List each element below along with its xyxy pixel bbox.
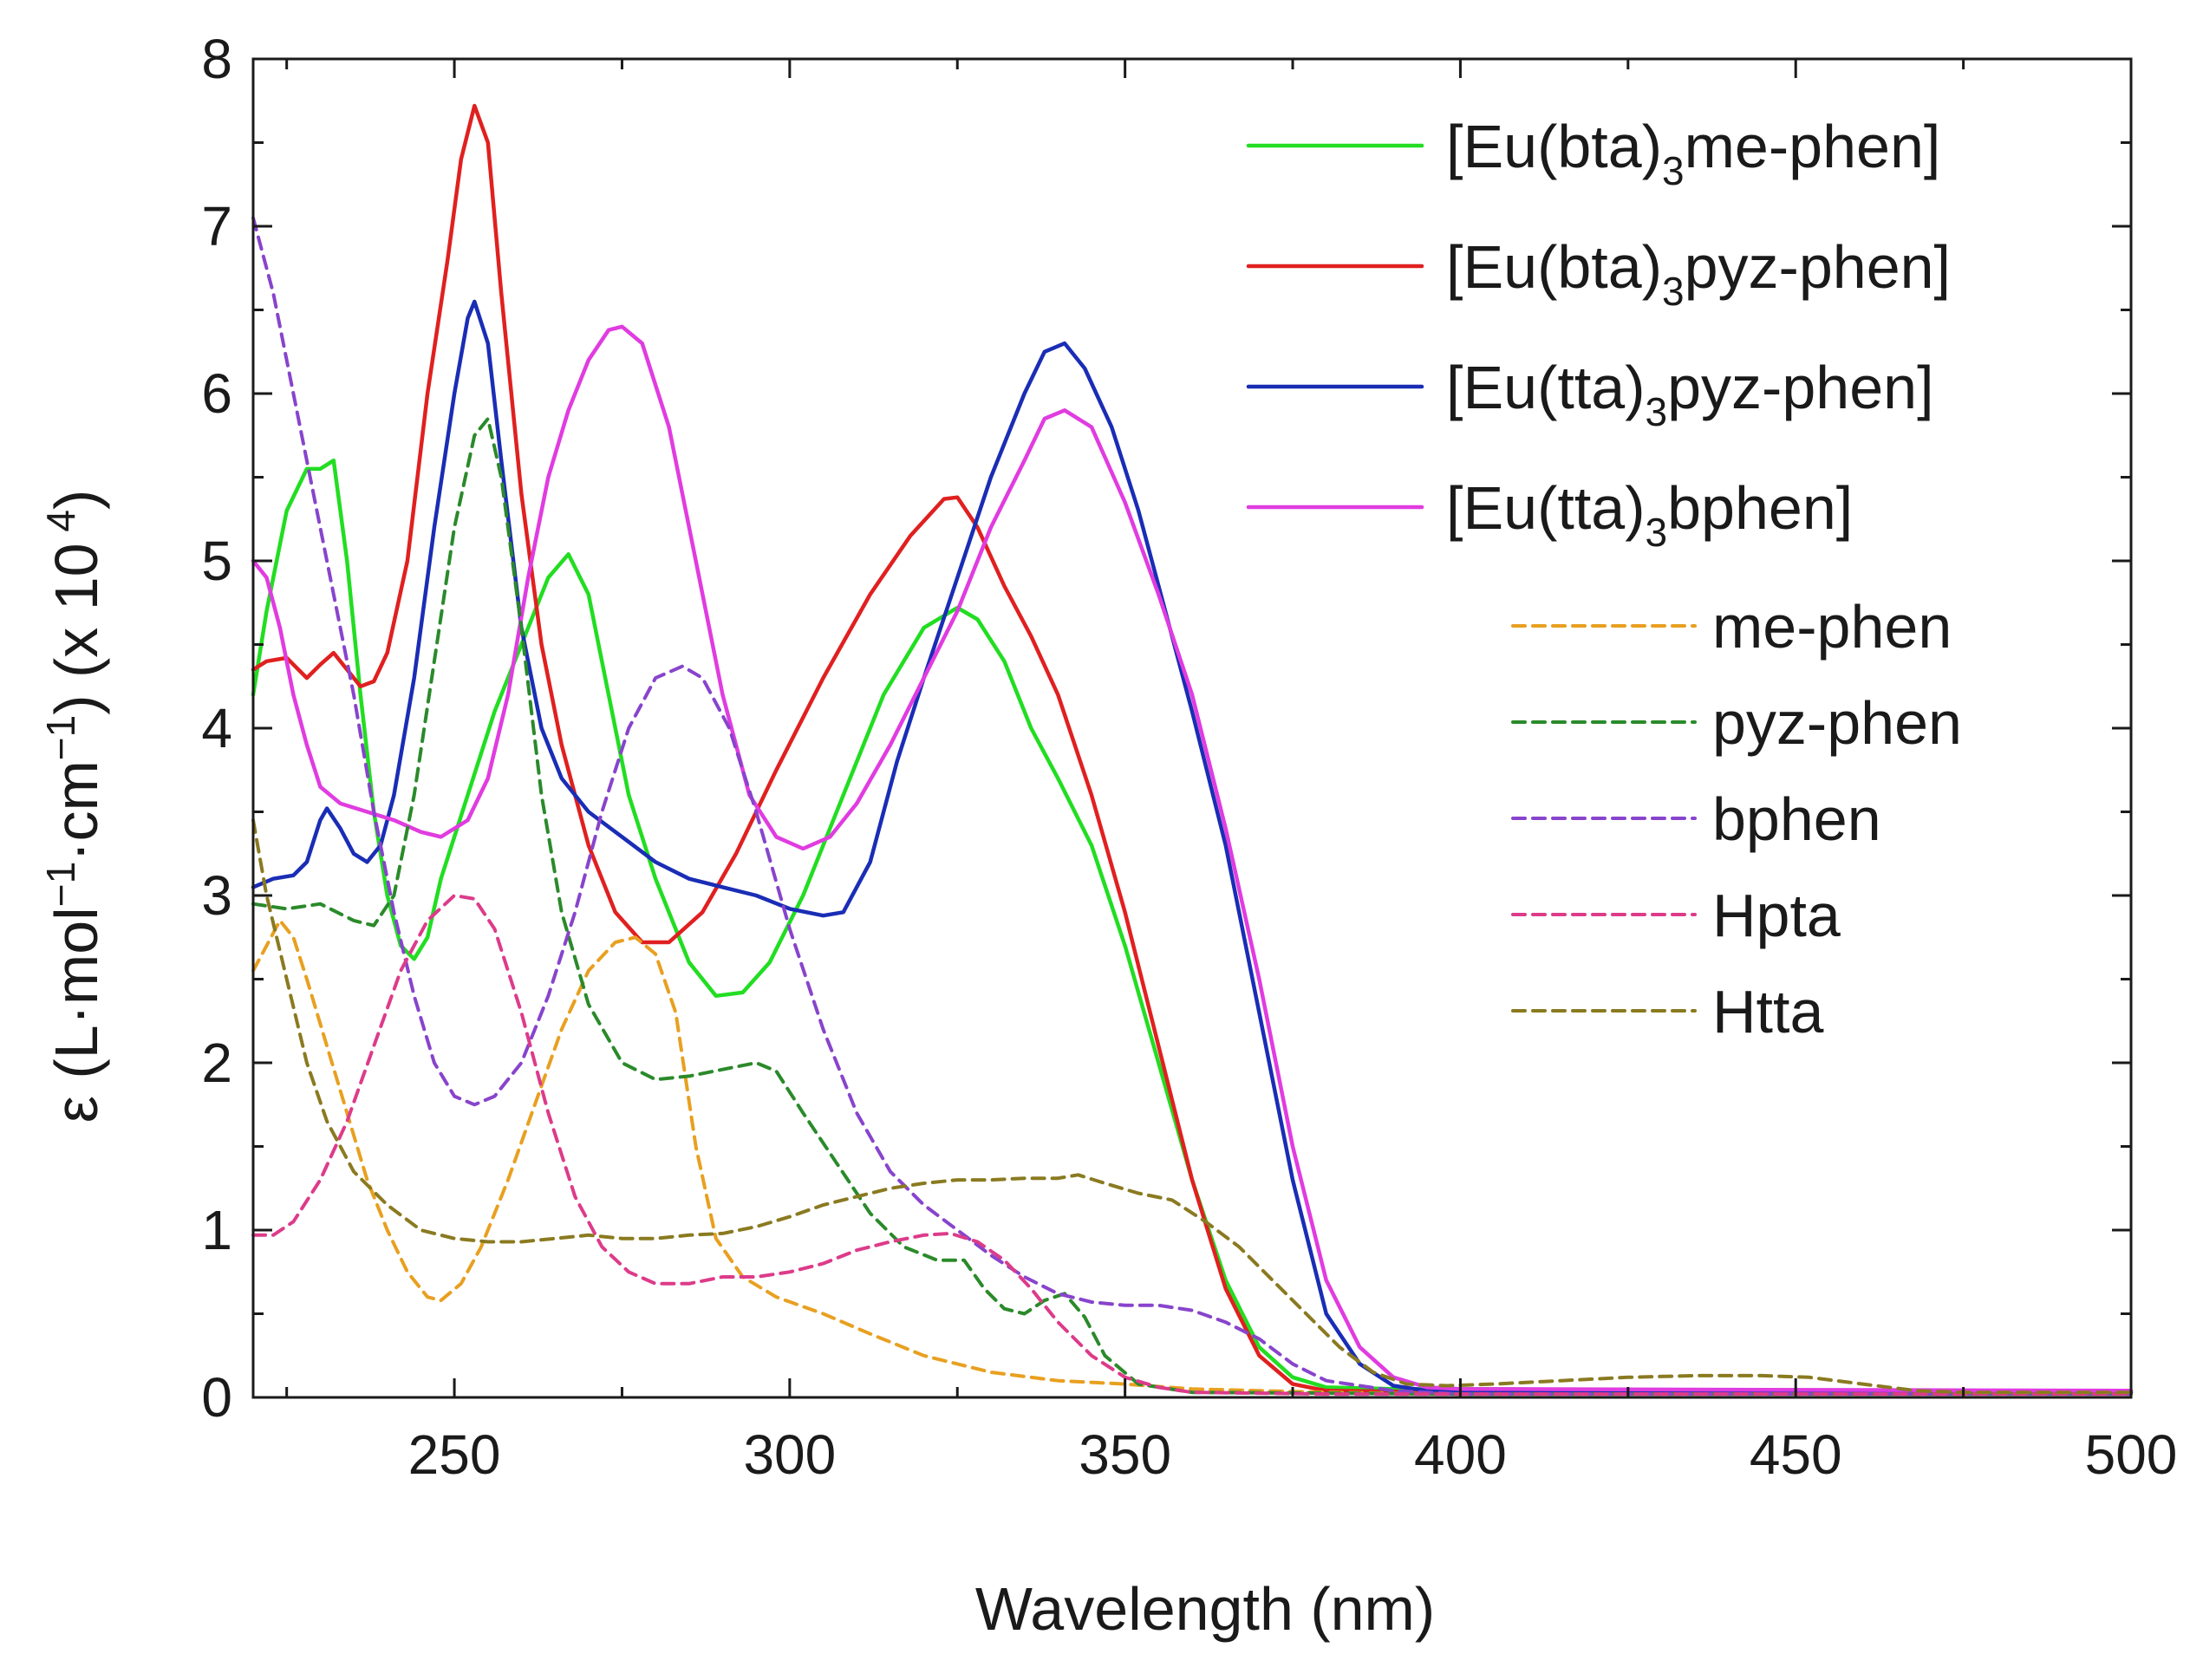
y-tick-label: 4 bbox=[201, 697, 232, 759]
x-tick-label: 400 bbox=[1414, 1423, 1507, 1486]
series-line-3 bbox=[251, 299, 2134, 1395]
x-tick-label: 450 bbox=[1750, 1423, 1842, 1486]
legend-label-2: [Eu(bta)3pyz-phen] bbox=[1446, 233, 1951, 314]
legend-label-5: me-phen bbox=[1712, 593, 1952, 661]
y-tick-label: 3 bbox=[201, 864, 232, 927]
y-tick-label: 2 bbox=[201, 1032, 232, 1094]
series-line-2 bbox=[251, 103, 2134, 1395]
series-line-8 bbox=[251, 894, 2133, 1397]
legend-label-7: bphen bbox=[1712, 785, 1881, 853]
series-line-7 bbox=[251, 216, 2133, 1397]
x-tick-label: 500 bbox=[2085, 1423, 2178, 1486]
y-axis-title: ε (L·mol−1·cm−1) (x 10 4) bbox=[38, 490, 110, 1123]
legend-label-1: [Eu(bta)3me-phen] bbox=[1446, 113, 1940, 193]
y-tick-label: 0 bbox=[201, 1366, 232, 1429]
axes-layer: 250 300 350 400 450 500 0 1 2 3 4 5 6 7 8 bbox=[201, 28, 2177, 1486]
legend-label-6: pyz-phen bbox=[1712, 689, 1962, 757]
series-line-9 bbox=[251, 818, 2133, 1395]
y-tick-label: 1 bbox=[201, 1199, 232, 1261]
legend-label-9: Htta bbox=[1712, 978, 1823, 1045]
x-tick-label: 250 bbox=[408, 1423, 501, 1486]
y-tick-label: 8 bbox=[201, 28, 232, 90]
series-layer bbox=[251, 103, 2134, 1397]
legend-label-4: [Eu(tta)3bphen] bbox=[1446, 474, 1853, 555]
legend-label-3: [Eu(tta)3pyz-phen] bbox=[1446, 354, 1934, 434]
y-tick-label: 5 bbox=[201, 530, 232, 592]
x-tick-label: 300 bbox=[743, 1423, 836, 1486]
y-tick-label: 6 bbox=[201, 362, 232, 425]
y-tick-label: 7 bbox=[201, 195, 232, 257]
x-tick-label: 350 bbox=[1079, 1423, 1171, 1486]
series-line-6 bbox=[251, 417, 2133, 1397]
series-line-5 bbox=[251, 918, 2133, 1397]
legend-label-8: Hpta bbox=[1712, 882, 1841, 949]
legend: [Eu(bta)3me-phen] [Eu(bta)3pyz-phen] [Eu(t… bbox=[1246, 113, 1962, 1045]
x-axis-title: Wavelength (nm) bbox=[975, 1575, 1435, 1643]
